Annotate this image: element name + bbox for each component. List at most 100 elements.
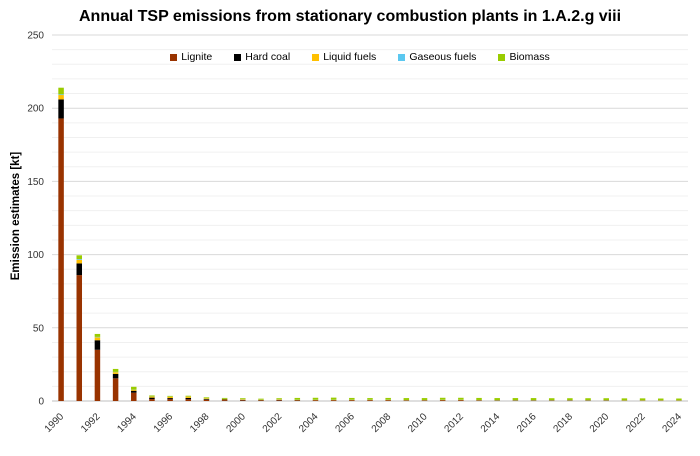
bar-segment-liquid-fuels xyxy=(76,259,83,264)
legend-item: Liquid fuels xyxy=(312,51,376,63)
bar-segment-biomass xyxy=(149,395,155,397)
bar-segment-lignite xyxy=(167,399,173,401)
bar-segment-biomass xyxy=(494,398,500,401)
bar-segment-biomass xyxy=(567,398,573,401)
bar-segment-lignite xyxy=(385,400,391,401)
bar-segment-gaseous-fuels xyxy=(58,94,64,96)
bar-segment-biomass xyxy=(385,397,391,400)
bar-segment-gaseous-fuels xyxy=(76,258,83,260)
bar-segment-lignite xyxy=(185,399,192,401)
x-tick-label: 1992 xyxy=(79,411,103,435)
legend-label: Gaseous fuels xyxy=(409,51,477,63)
legend-swatch xyxy=(234,53,242,61)
y-tick-label: 150 xyxy=(27,177,44,188)
bar-segment-liquid-fuels xyxy=(112,372,119,374)
x-tick-label: 2020 xyxy=(588,411,612,435)
y-tick-label: 250 xyxy=(27,31,44,42)
bar-segment-biomass xyxy=(349,397,355,400)
bar-segment-biomass xyxy=(621,398,628,401)
bar-segment-lignite xyxy=(439,400,446,401)
bar-segment-liquid-fuels xyxy=(167,396,173,399)
bar-segment-biomass xyxy=(476,397,482,400)
bar-segment-biomass xyxy=(276,398,282,400)
bar-segment-lignite xyxy=(294,400,301,401)
x-tick-label: 2002 xyxy=(261,411,285,435)
bar-segment-liquid-fuels xyxy=(240,399,246,400)
bar-segment-hard-coal xyxy=(221,399,228,401)
legend-swatch xyxy=(498,53,506,61)
legend-item: Gaseous fuels xyxy=(398,51,476,63)
bar-segment-lignite xyxy=(367,400,373,401)
x-tick-label: 1996 xyxy=(152,411,176,435)
bar-segment-lignite xyxy=(203,399,210,401)
bar-segment-biomass xyxy=(403,398,410,400)
bar-segment-biomass xyxy=(639,398,646,401)
bar-segment-biomass xyxy=(421,398,428,400)
bar-segment-lignite xyxy=(149,399,155,401)
x-tick-label: 2014 xyxy=(479,411,503,435)
bar-segment-biomass xyxy=(240,398,246,400)
bar-segment-liquid-fuels xyxy=(94,337,101,341)
bar-segment-biomass xyxy=(258,398,264,400)
bar-segment-lignite xyxy=(330,400,337,401)
bar-segment-biomass xyxy=(294,397,301,400)
bar-segment-hard-coal xyxy=(58,99,64,119)
bar-segment-liquid-fuels xyxy=(221,398,228,400)
bar-segment-lignite xyxy=(312,400,319,401)
bar-segment-hard-coal xyxy=(76,263,83,276)
x-tick-label: 1998 xyxy=(188,411,212,435)
y-tick-label: 100 xyxy=(27,250,44,261)
bar-segment-biomass xyxy=(94,333,101,337)
x-tick-label: 2024 xyxy=(661,411,685,435)
bar-segment-lignite xyxy=(276,400,282,401)
bar-segment-hard-coal xyxy=(185,397,192,400)
bar-segment-lignite xyxy=(458,400,464,401)
bar-segment-hard-coal xyxy=(94,340,101,350)
bar-segment-hard-coal xyxy=(167,398,173,400)
bar-segment-lignite xyxy=(131,392,137,401)
bar-segment-lignite xyxy=(221,400,228,401)
bar-segment-biomass xyxy=(203,397,210,399)
bar-segment-lignite xyxy=(58,118,64,401)
bar-segment-biomass xyxy=(676,398,682,401)
bar-segment-lignite xyxy=(258,400,264,401)
bar-segment-biomass xyxy=(330,397,337,400)
bar-segment-biomass xyxy=(167,395,173,397)
x-tick-label: 2004 xyxy=(297,411,321,435)
bar-segment-biomass xyxy=(548,398,555,401)
x-tick-label: 2016 xyxy=(515,411,539,435)
x-tick-label: 2012 xyxy=(442,411,466,435)
bar-segment-biomass xyxy=(58,87,64,95)
legend-swatch xyxy=(398,53,406,61)
bar-segment-biomass xyxy=(458,397,464,400)
legend-swatch xyxy=(170,53,178,61)
legend-item: Hard coal xyxy=(234,51,290,63)
x-tick-label: 1990 xyxy=(43,411,67,435)
legend-item: Biomass xyxy=(498,51,550,63)
bar-segment-lignite xyxy=(76,275,83,401)
bar-segment-liquid-fuels xyxy=(203,398,210,400)
bar-segment-lignite xyxy=(349,400,355,401)
bar-segment-biomass xyxy=(585,398,591,401)
bar-segment-lignite xyxy=(94,349,101,401)
legend: Lignite Hard coal Liquid fuels Gaseous fuel… xyxy=(0,51,700,63)
bar-segment-lignite xyxy=(112,378,119,401)
bar-segment-hard-coal xyxy=(149,397,155,400)
bar-segment-hard-coal xyxy=(112,373,119,379)
x-tick-label: 1994 xyxy=(115,411,139,435)
bar-segment-biomass xyxy=(76,255,83,259)
x-tick-label: 2000 xyxy=(224,411,248,435)
legend-label: Hard coal xyxy=(245,51,291,63)
x-tick-label: 2010 xyxy=(406,411,430,435)
bar-segment-biomass xyxy=(439,397,446,400)
bar-segment-biomass xyxy=(131,386,137,390)
y-tick-label: 0 xyxy=(38,397,44,408)
legend-swatch xyxy=(312,53,320,61)
bar-segment-biomass xyxy=(112,368,119,372)
bar-segment-biomass xyxy=(312,397,319,400)
bar-segment-biomass xyxy=(530,398,537,401)
bar-segment-biomass xyxy=(512,398,519,401)
bar-segment-hard-coal xyxy=(131,390,137,393)
